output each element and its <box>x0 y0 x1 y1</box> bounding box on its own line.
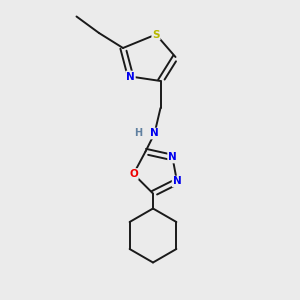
Text: S: S <box>152 29 160 40</box>
Text: N: N <box>172 176 182 187</box>
Text: N: N <box>126 71 135 82</box>
Text: N: N <box>150 128 159 139</box>
Text: O: O <box>129 169 138 179</box>
Text: N: N <box>168 152 177 163</box>
Text: H: H <box>134 128 142 139</box>
